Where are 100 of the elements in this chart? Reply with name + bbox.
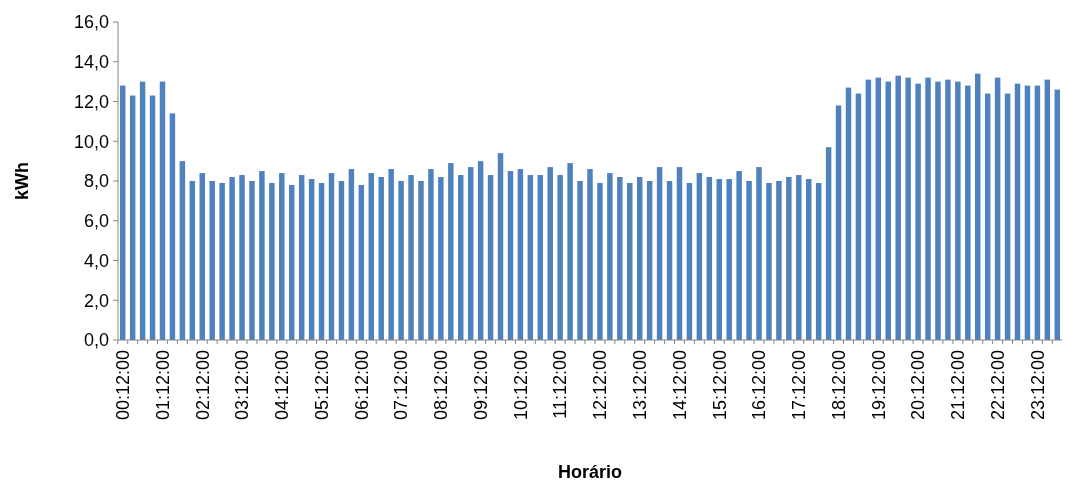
bar xyxy=(1014,83,1021,340)
y-tick-label: 0,0 xyxy=(83,330,109,351)
bar xyxy=(487,175,494,340)
y-tick-label: 2,0 xyxy=(83,290,109,311)
bar xyxy=(984,93,991,340)
y-tick-label: 12,0 xyxy=(73,91,109,112)
bar xyxy=(368,173,375,340)
bar xyxy=(676,167,683,340)
x-tick-label: 16:12:00 xyxy=(749,350,770,421)
x-tick-label: 15:12:00 xyxy=(709,350,730,421)
x-axis-title: Horário xyxy=(557,462,623,482)
bar xyxy=(507,171,514,340)
bar xyxy=(895,75,901,340)
bar xyxy=(348,169,355,340)
bar xyxy=(736,171,742,340)
x-tick-label: 18:12:00 xyxy=(828,350,849,421)
bar xyxy=(597,182,603,340)
x-tick-label: 03:12:00 xyxy=(232,350,253,421)
bar xyxy=(289,184,295,340)
bar xyxy=(577,181,583,340)
bar xyxy=(1024,85,1031,340)
bar xyxy=(557,175,563,340)
x-tick-label: 00:12:00 xyxy=(113,350,134,421)
bar xyxy=(746,181,752,340)
bar xyxy=(646,181,653,340)
bar xyxy=(408,175,414,340)
bar xyxy=(945,79,951,340)
bar xyxy=(656,167,663,340)
bar xyxy=(448,163,454,340)
bar xyxy=(756,167,762,340)
bar xyxy=(686,182,693,340)
bar xyxy=(766,182,772,340)
bar xyxy=(269,182,275,340)
bar xyxy=(925,77,931,340)
x-tick-label: 10:12:00 xyxy=(510,350,531,421)
bar xyxy=(308,179,315,340)
x-tick-label: 01:12:00 xyxy=(152,350,173,421)
bar xyxy=(458,175,464,340)
x-tick-label: 22:12:00 xyxy=(987,350,1008,421)
bar xyxy=(398,181,404,340)
bar xyxy=(139,81,146,340)
bar xyxy=(965,85,971,340)
bar xyxy=(666,181,673,340)
y-tick-label: 4,0 xyxy=(83,250,109,271)
bar xyxy=(776,181,782,340)
bar xyxy=(726,179,732,340)
bar xyxy=(358,184,365,340)
bar xyxy=(438,177,444,340)
x-tick-label: 19:12:00 xyxy=(868,350,889,421)
bar xyxy=(706,177,713,340)
y-tick-label: 6,0 xyxy=(83,211,109,232)
bar xyxy=(627,182,633,340)
bar xyxy=(636,177,643,340)
y-tick-label: 10,0 xyxy=(73,131,109,152)
bar xyxy=(587,169,593,340)
bar xyxy=(378,177,384,340)
bar xyxy=(199,173,205,340)
bar xyxy=(149,95,156,340)
bar xyxy=(477,161,484,340)
bar xyxy=(696,173,703,340)
x-tick-label: 21:12:00 xyxy=(948,350,969,421)
x-tick-label: 06:12:00 xyxy=(351,350,372,421)
bar xyxy=(229,177,235,340)
y-axis-title: kWh xyxy=(12,162,32,200)
bar xyxy=(835,105,842,340)
bar xyxy=(328,173,335,340)
x-tick-label: 05:12:00 xyxy=(311,350,332,421)
y-tick-label: 16,0 xyxy=(73,12,109,33)
bar xyxy=(249,181,255,340)
bar xyxy=(1044,79,1051,340)
bar xyxy=(467,167,474,340)
bar xyxy=(716,179,722,340)
bar xyxy=(119,85,126,340)
x-tick-label: 02:12:00 xyxy=(192,350,213,421)
bar xyxy=(875,77,882,340)
bar xyxy=(179,161,186,340)
bar xyxy=(617,177,623,340)
x-tick-label: 07:12:00 xyxy=(391,350,412,421)
y-tick-label: 14,0 xyxy=(73,52,109,73)
bar xyxy=(159,81,166,340)
bar xyxy=(955,81,961,340)
bar xyxy=(885,81,891,340)
bar xyxy=(935,81,941,340)
bar xyxy=(845,87,852,340)
x-tick-label: 08:12:00 xyxy=(431,350,452,421)
bar xyxy=(497,153,504,340)
bar xyxy=(418,181,424,340)
x-tick-label: 11:12:00 xyxy=(550,350,571,419)
bar xyxy=(189,181,196,340)
bar xyxy=(279,173,285,340)
bar xyxy=(318,182,325,340)
bar xyxy=(428,169,434,340)
bar xyxy=(209,181,215,340)
bar xyxy=(994,77,1001,340)
bar xyxy=(1004,93,1011,340)
x-tick-label: 17:12:00 xyxy=(789,350,810,421)
y-tick-label: 8,0 xyxy=(83,171,109,192)
x-tick-label: 04:12:00 xyxy=(272,350,293,421)
bar xyxy=(607,173,613,340)
bar xyxy=(388,169,394,340)
